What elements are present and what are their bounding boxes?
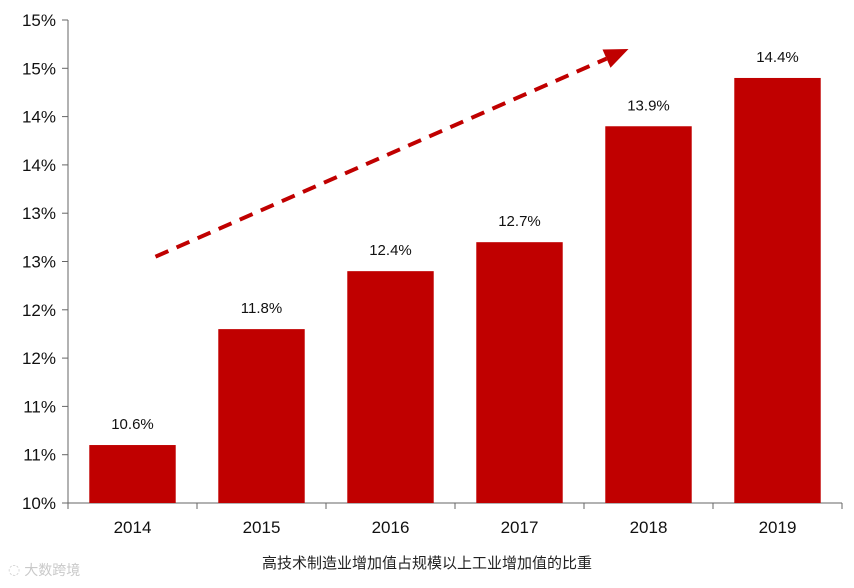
x-tick-label: 2018 bbox=[630, 518, 668, 537]
bars bbox=[89, 77, 821, 504]
y-tick-label: 13% bbox=[22, 253, 56, 272]
y-tick-label: 15% bbox=[22, 59, 56, 78]
y-tick-label: 14% bbox=[22, 156, 56, 175]
x-tick-label: 2019 bbox=[759, 518, 797, 537]
bar bbox=[218, 329, 305, 503]
y-tick-label: 14% bbox=[22, 108, 56, 127]
x-tick-label: 2017 bbox=[501, 518, 539, 537]
bar bbox=[605, 126, 692, 503]
data-label: 12.4% bbox=[369, 242, 412, 259]
y-tick-label: 12% bbox=[22, 301, 56, 320]
bar bbox=[89, 445, 176, 503]
y-tick-label: 10% bbox=[22, 494, 56, 513]
y-axis: 10% 11% 11% 12% 12% 13% 13% 14% 14% 15% 15% bbox=[22, 11, 69, 513]
data-label: 10.6% bbox=[111, 416, 154, 433]
bar bbox=[476, 242, 563, 503]
x-tick-label: 2016 bbox=[372, 518, 410, 537]
x-tick-label: 2015 bbox=[243, 518, 281, 537]
x-axis: 2014 2015 2016 2017 2018 2019 bbox=[67, 502, 843, 537]
trend-line bbox=[154, 56, 608, 259]
y-tick-label: 15% bbox=[22, 11, 56, 30]
bar bbox=[734, 77, 821, 504]
watermark: ◌ 大数跨境 bbox=[8, 560, 80, 580]
y-tick-label: 11% bbox=[23, 446, 56, 465]
chart-caption: 高技术制造业增加值占规模以上工业增加值的比重 bbox=[261, 554, 592, 572]
data-label: 11.8% bbox=[241, 300, 282, 317]
data-label: 14.4% bbox=[756, 49, 799, 66]
bar bbox=[347, 271, 434, 503]
watermark-text: 大数跨境 bbox=[24, 563, 81, 579]
x-tick-label: 2014 bbox=[114, 518, 152, 537]
y-tick-label: 12% bbox=[22, 349, 56, 368]
y-tick-label: 11% bbox=[23, 397, 56, 416]
logo-mark-icon: ◌ bbox=[8, 562, 21, 578]
y-tick-label: 13% bbox=[22, 204, 56, 223]
data-labels: 10.6% 11.8% 12.4% 12.7% 13.9% 14.4% bbox=[111, 49, 799, 433]
trend-arrow bbox=[154, 49, 629, 259]
trend-arrowhead bbox=[602, 49, 629, 68]
data-label: 12.7% bbox=[498, 213, 541, 230]
data-label: 13.9% bbox=[627, 97, 670, 114]
